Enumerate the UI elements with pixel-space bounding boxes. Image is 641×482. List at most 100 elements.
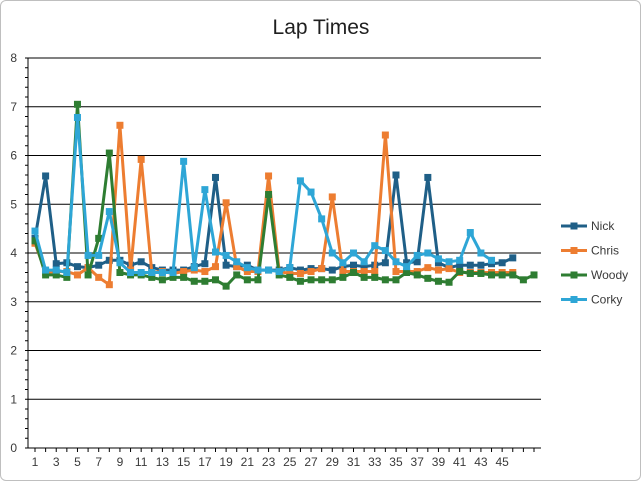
data-point	[413, 258, 421, 266]
data-point	[403, 269, 411, 276]
data-point	[148, 269, 156, 276]
legend-label: Corky	[591, 293, 622, 307]
data-point	[243, 276, 251, 284]
data-point	[509, 254, 517, 262]
y-tick-label: 8	[10, 51, 17, 65]
data-point	[350, 249, 358, 257]
data-point	[95, 251, 103, 259]
data-point	[445, 258, 453, 266]
data-point	[105, 281, 113, 289]
data-point	[381, 259, 389, 267]
data-point	[424, 264, 432, 272]
data-point	[424, 249, 432, 257]
data-point	[265, 172, 273, 180]
x-tick-label: 31	[347, 455, 361, 469]
x-tick-label: 1	[32, 455, 39, 469]
data-point	[116, 121, 124, 129]
y-tick-label: 7	[10, 100, 17, 114]
chart-title: Lap Times	[273, 16, 370, 39]
data-point	[456, 256, 464, 264]
y-tick-label: 5	[10, 197, 17, 211]
x-tick-label: 7	[95, 455, 102, 469]
data-point	[73, 113, 81, 121]
data-point	[498, 271, 506, 279]
data-point	[434, 277, 442, 285]
data-point	[190, 264, 198, 272]
data-point	[211, 263, 219, 271]
y-tick-label: 1	[10, 392, 17, 406]
data-point	[445, 278, 453, 286]
x-tick-label: 29	[326, 455, 340, 469]
data-point	[509, 271, 517, 279]
data-point	[73, 263, 81, 271]
data-point	[31, 237, 39, 245]
legend-marker	[570, 247, 578, 254]
data-point	[42, 266, 50, 274]
data-point	[137, 258, 145, 266]
data-point	[73, 271, 81, 279]
data-point	[137, 269, 145, 276]
data-point	[392, 268, 400, 276]
data-point	[286, 264, 294, 272]
x-tick-label: 33	[368, 455, 382, 469]
legend-item-nick: Nick	[561, 219, 615, 233]
data-point	[137, 155, 145, 163]
data-point	[63, 273, 71, 281]
data-point	[233, 258, 241, 266]
data-point	[233, 263, 241, 271]
data-point	[296, 277, 304, 285]
data-point	[434, 266, 442, 274]
legend-marker	[570, 296, 578, 303]
x-tick-label: 21	[241, 455, 255, 469]
x-tick-label: 35	[389, 455, 403, 469]
data-point	[169, 273, 177, 281]
x-tick-label: 13	[156, 455, 170, 469]
data-point	[211, 276, 219, 284]
data-point	[254, 276, 262, 284]
data-point	[360, 258, 368, 266]
x-tick-label: 17	[198, 455, 212, 469]
data-point	[434, 259, 442, 267]
data-point	[477, 269, 485, 277]
x-tick-label: 37	[411, 455, 425, 469]
series-layer	[31, 100, 538, 290]
data-point	[371, 273, 379, 281]
data-point	[519, 276, 527, 284]
data-point	[31, 227, 39, 235]
data-point	[52, 266, 60, 274]
legend-item-chris: Chris	[561, 244, 619, 258]
data-point	[180, 157, 188, 165]
data-point	[434, 255, 442, 263]
x-tick-label: 19	[219, 455, 233, 469]
data-point	[403, 259, 411, 267]
data-point	[84, 251, 92, 259]
data-point	[307, 268, 315, 276]
data-point	[488, 256, 496, 264]
x-tick-label: 11	[135, 455, 148, 469]
data-point	[52, 271, 60, 279]
data-point	[456, 268, 464, 276]
data-point	[233, 271, 241, 279]
x-tick-label: 27	[304, 455, 318, 469]
data-point	[466, 229, 474, 237]
data-point	[52, 260, 60, 268]
data-point	[328, 249, 336, 257]
data-point	[265, 266, 273, 274]
series-corky	[31, 113, 496, 276]
data-point	[73, 100, 81, 108]
x-tick-label: 23	[262, 455, 276, 469]
data-point	[201, 186, 209, 194]
data-point	[42, 271, 50, 279]
legend-label: Woody	[591, 268, 628, 282]
data-point	[339, 268, 347, 276]
data-point	[381, 276, 389, 284]
legend-item-corky: Corky	[561, 293, 622, 307]
data-point	[95, 234, 103, 242]
data-point	[127, 269, 135, 276]
y-tick-label: 2	[10, 344, 17, 358]
data-point	[105, 149, 113, 157]
data-point	[403, 263, 411, 271]
y-tick-label: 6	[10, 149, 17, 163]
data-point	[243, 268, 251, 276]
x-tick-label: 9	[117, 455, 124, 469]
